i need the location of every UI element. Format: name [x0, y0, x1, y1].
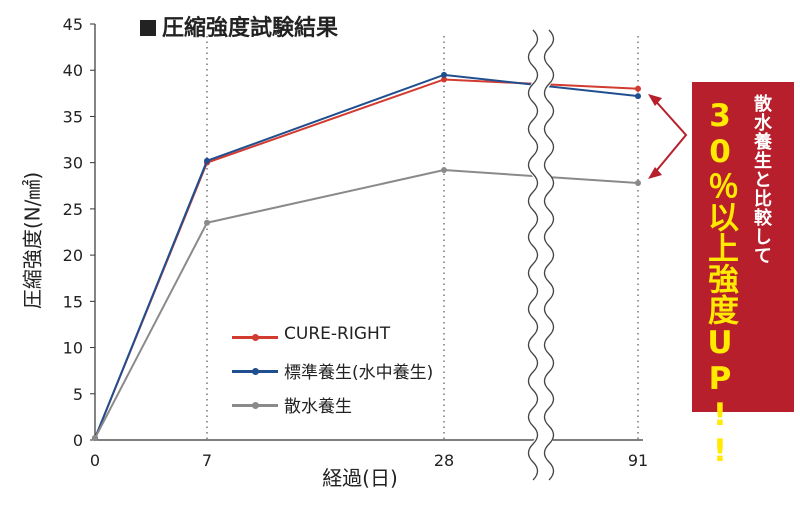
y-tick-label: 40 [63, 61, 83, 80]
legend-dot-cure-right [252, 334, 259, 341]
data-point-s2-2 [441, 167, 447, 174]
callout-arrow-line [651, 96, 688, 177]
x-tick-label: 91 [628, 451, 648, 470]
x-axis-label: 経過(日) [322, 466, 398, 490]
data-point-s1-3 [635, 93, 641, 100]
callout-arrowhead-bottom [648, 167, 662, 179]
callout-box: 散水養生と比較して 30％以上強度UP!! [692, 82, 794, 469]
title-square-icon [140, 20, 156, 36]
callout-arrowhead-top [648, 94, 662, 106]
legend-dot-standard [252, 368, 259, 375]
series-line-1 [94, 73, 639, 439]
axis-break-band [528, 24, 554, 486]
y-tick-label: 15 [63, 292, 83, 311]
chart-title: 圧縮強度試験結果 [140, 10, 338, 42]
y-tick-label: 0 [73, 431, 83, 450]
chart-title-text: 圧縮強度試験結果 [162, 16, 339, 41]
axis-break-line-left [527, 29, 539, 481]
data-point-s1-2 [441, 71, 447, 78]
y-tick-label: 10 [63, 339, 83, 358]
y-tick-label: 5 [73, 385, 83, 404]
series-line-2 [94, 169, 639, 439]
legend-label-standard: 標準養生(水中養生) [284, 363, 434, 383]
legend-label-cure-right: CURE-RIGHT [284, 324, 391, 344]
data-point-s1-1 [204, 157, 210, 164]
y-tick-label: 30 [63, 154, 83, 173]
axis-break-line-right [543, 29, 555, 481]
y-axis-label: 圧縮強度(N/㎟) [20, 171, 45, 310]
y-tick-label: 25 [63, 200, 83, 219]
x-tick-label: 7 [202, 451, 212, 470]
callout-line-1: 散水養生と比較して [751, 94, 772, 265]
data-point-s0-2 [441, 76, 447, 83]
x-tick-label: 0 [90, 451, 100, 470]
y-tick-label: 45 [63, 15, 83, 34]
legend-label-sprinkle: 散水養生 [284, 397, 352, 417]
legend-dot-sprinkle [252, 402, 259, 409]
data-point-s0-3 [635, 85, 641, 92]
data-point-s2-3 [635, 180, 641, 187]
y-tick-label: 35 [63, 107, 83, 126]
series-line-0 [94, 78, 639, 439]
data-point-s2-0 [92, 435, 98, 442]
y-tick-label: 20 [63, 246, 83, 265]
callout-line-2: 30％以上強度UP!! [702, 98, 738, 469]
x-tick-label: 28 [434, 451, 454, 470]
data-point-s2-1 [204, 219, 210, 226]
